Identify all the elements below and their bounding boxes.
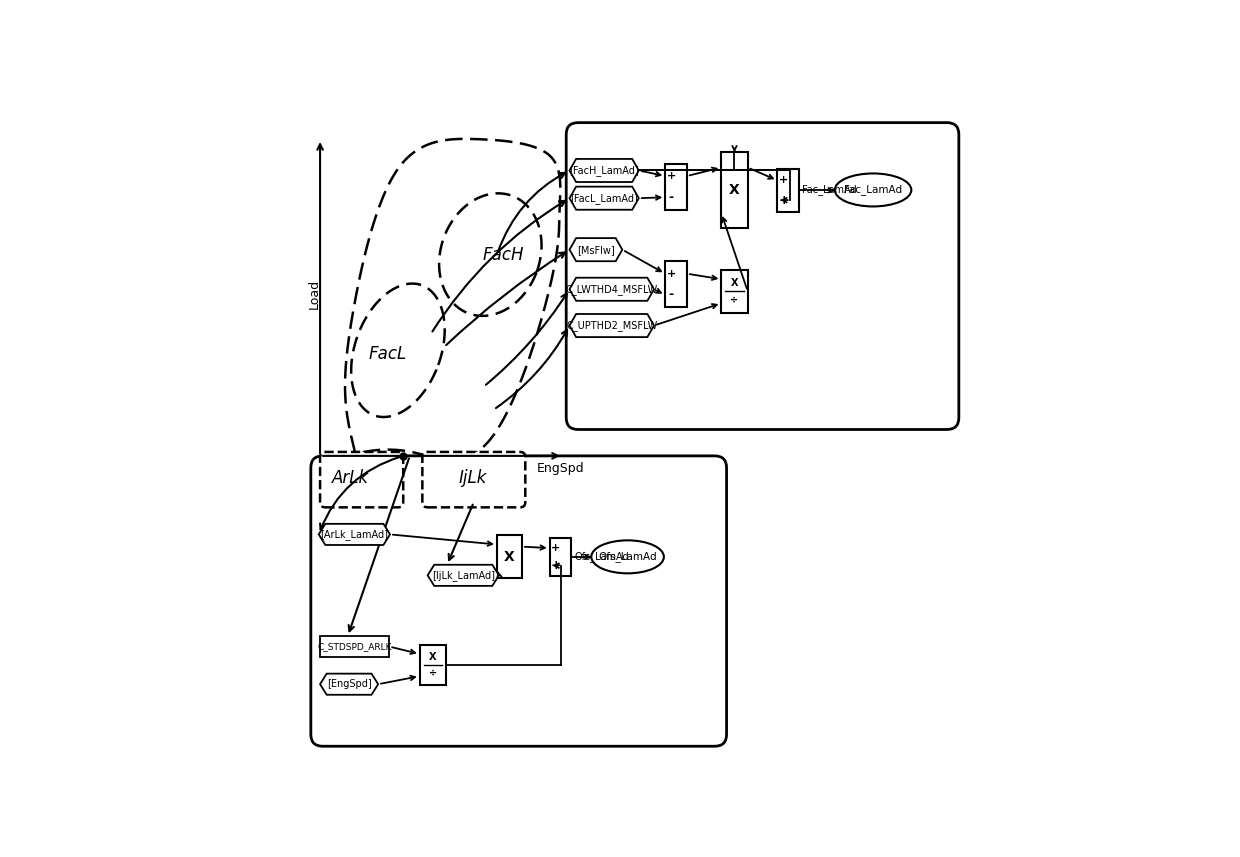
Polygon shape <box>320 674 378 695</box>
Ellipse shape <box>835 173 911 207</box>
Text: [EngSpd]: [EngSpd] <box>326 680 372 689</box>
Text: +: + <box>779 194 789 207</box>
Text: +: + <box>552 543 560 553</box>
Text: [MsFlw]: [MsFlw] <box>577 244 615 255</box>
Text: X: X <box>730 278 738 288</box>
FancyBboxPatch shape <box>311 456 727 746</box>
Text: EngSpd: EngSpd <box>537 463 584 476</box>
Polygon shape <box>569 314 653 337</box>
Polygon shape <box>569 159 639 182</box>
Text: FacL: FacL <box>370 345 407 363</box>
Text: [ArLk_LamAd]: [ArLk_LamAd] <box>320 529 388 540</box>
Bar <box>497 535 522 578</box>
Text: [FacL_LamAd]: [FacL_LamAd] <box>570 193 639 204</box>
Text: Fac_LamAd: Fac_LamAd <box>802 184 857 195</box>
Ellipse shape <box>591 541 663 573</box>
Text: Load: Load <box>308 279 321 309</box>
Text: ÷: ÷ <box>429 668 436 678</box>
FancyBboxPatch shape <box>567 123 959 429</box>
Text: -: - <box>668 191 673 204</box>
Text: -: - <box>668 289 673 302</box>
Text: [FacH_LamAd]: [FacH_LamAd] <box>569 165 639 176</box>
Text: X: X <box>429 652 436 662</box>
Bar <box>665 164 687 210</box>
Text: X: X <box>505 549 515 564</box>
Text: ÷: ÷ <box>730 295 739 305</box>
Text: +: + <box>667 171 676 181</box>
Bar <box>722 153 748 228</box>
Bar <box>549 537 572 576</box>
Bar <box>419 645 446 685</box>
Bar <box>722 270 748 313</box>
Text: Ofs_LamAd: Ofs_LamAd <box>598 551 657 562</box>
Text: IjLk: IjLk <box>459 469 486 487</box>
FancyBboxPatch shape <box>320 452 403 507</box>
Text: Fac_LamAd: Fac_LamAd <box>844 184 903 195</box>
Text: +: + <box>667 269 676 279</box>
Bar <box>665 261 687 308</box>
Bar <box>320 636 389 657</box>
FancyBboxPatch shape <box>423 452 526 507</box>
Text: C_STDSPD_ARLK: C_STDSPD_ARLK <box>317 642 392 651</box>
Text: C_LWTHD4_MSFLW: C_LWTHD4_MSFLW <box>565 284 658 295</box>
Polygon shape <box>569 278 653 301</box>
Text: ArLk: ArLk <box>332 469 370 487</box>
Text: +: + <box>551 559 562 572</box>
Text: C_UPTHD2_MSFLW: C_UPTHD2_MSFLW <box>567 321 657 331</box>
Polygon shape <box>569 187 639 210</box>
Bar <box>777 169 799 212</box>
Text: [IjLk_LamAd]: [IjLk_LamAd] <box>432 570 495 581</box>
Polygon shape <box>428 565 498 586</box>
Text: FacH: FacH <box>482 246 525 264</box>
Text: X: X <box>729 183 740 197</box>
Text: +: + <box>779 176 789 185</box>
Polygon shape <box>319 524 391 545</box>
Text: Ofs_LamAd: Ofs_LamAd <box>575 551 630 562</box>
Polygon shape <box>569 238 622 261</box>
